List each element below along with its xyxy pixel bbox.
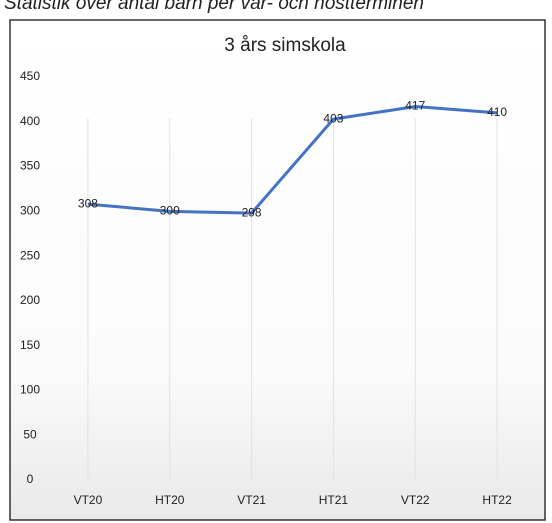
y-tick-label: 50: [23, 427, 37, 441]
caption: Statistik över antal barn per vår- och h…: [4, 0, 424, 14]
x-tick-label: VT22: [401, 493, 430, 507]
x-tick-label: VT21: [237, 493, 266, 507]
line: [87, 105, 498, 215]
x-tick-label: HT20: [155, 493, 185, 507]
y-tick-label: 100: [20, 383, 40, 397]
data-label: 298: [242, 205, 262, 219]
data-label: 308: [78, 196, 98, 210]
chart-title: 3 års simskola: [224, 35, 346, 56]
chart-frame: [9, 19, 546, 521]
y-tick-label: 200: [20, 293, 40, 307]
y-tick-label: 450: [20, 69, 40, 83]
data-label: 410: [487, 105, 507, 119]
y-tick-label: 400: [20, 114, 40, 128]
data-label: 403: [323, 111, 343, 125]
x-tick-label: HT22: [482, 493, 512, 507]
x-tick-label: HT21: [319, 493, 349, 507]
y-tick-label: 300: [20, 204, 40, 218]
y-tick-label: 250: [20, 248, 40, 262]
y-tick-label: 150: [20, 338, 40, 352]
data-label: 300: [160, 204, 180, 218]
y-tick-label: 350: [20, 159, 40, 173]
data-label: 417: [405, 99, 425, 113]
y-tick-label: 0: [27, 472, 34, 486]
x-tick-label: VT20: [74, 493, 103, 507]
